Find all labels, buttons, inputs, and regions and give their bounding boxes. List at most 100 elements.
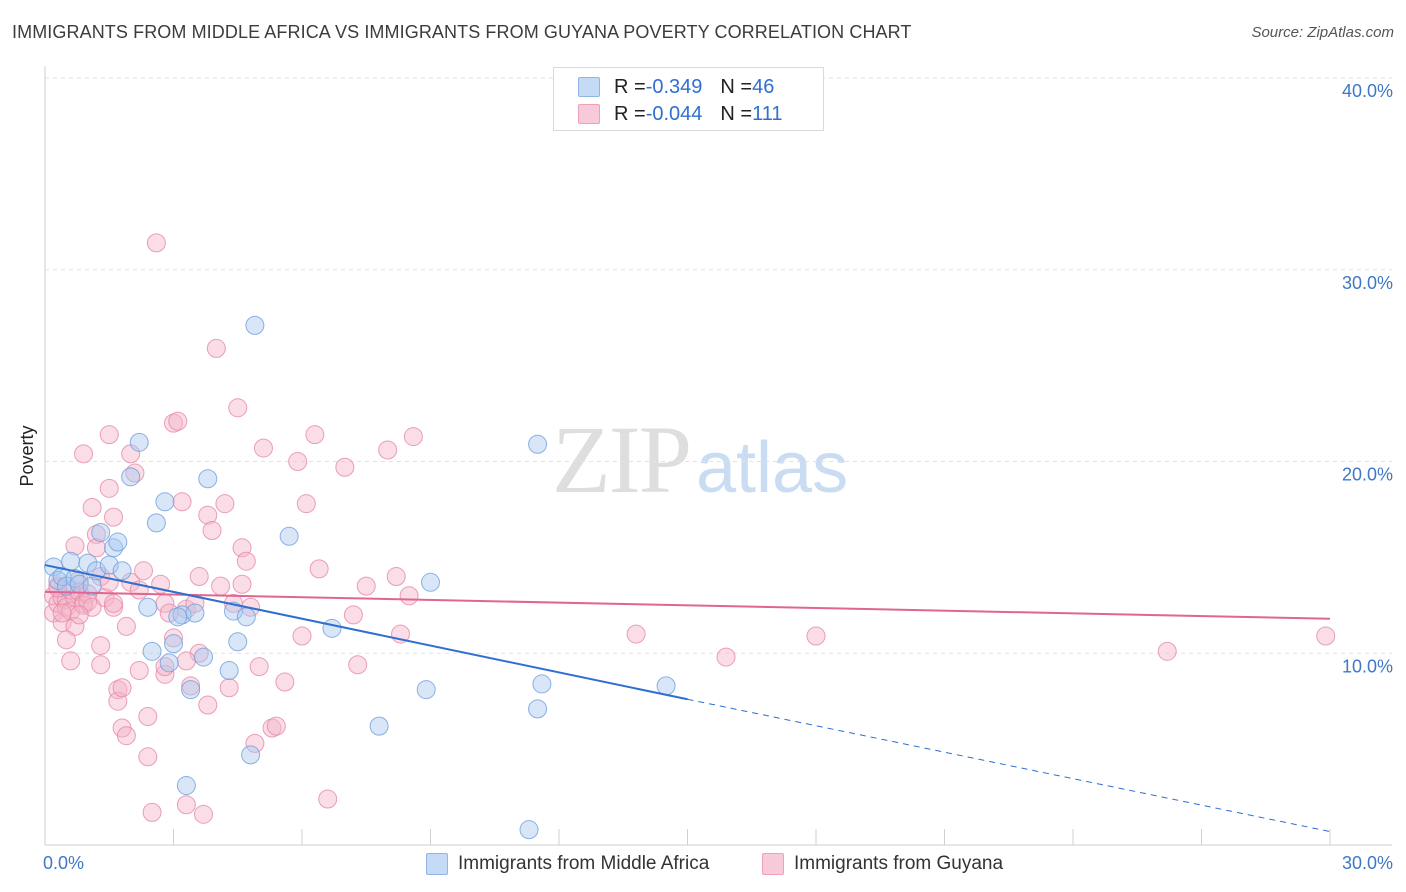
data-point (343, 605, 363, 625)
data-point (181, 680, 201, 700)
data-point (198, 469, 218, 489)
data-point (528, 434, 548, 454)
data-points (44, 233, 1336, 840)
data-point (176, 776, 196, 796)
data-point (322, 618, 342, 638)
data-point (112, 678, 132, 698)
bottom-legend-swatch-middle-africa (426, 853, 448, 875)
legend-n-label: N = (720, 102, 753, 125)
axis-labels: 10.0% 20.0% 30.0% 40.0% 0.0% 30.0% Poverty (17, 81, 1393, 873)
data-point (86, 538, 106, 558)
data-point (164, 634, 183, 654)
data-point (236, 551, 256, 571)
data-point (189, 567, 209, 587)
data-point (249, 657, 269, 677)
watermark-atlas: atlas (696, 428, 849, 508)
data-point (146, 513, 166, 533)
trend-line-middle-africa-extension (687, 698, 1331, 833)
legend-swatch-middle-africa (578, 77, 600, 97)
data-point (198, 505, 218, 525)
bottom-legend-label-guyana: Immigrants from Guyana (794, 853, 1004, 874)
data-point (236, 607, 256, 627)
data-point (532, 674, 552, 694)
data-point (305, 425, 325, 445)
data-point (185, 603, 205, 623)
legend-n-label: N = (720, 75, 753, 98)
data-point (228, 632, 248, 652)
data-point (176, 651, 196, 671)
data-point (626, 624, 646, 644)
legend-r-value: -0.044 (645, 102, 703, 125)
watermark: ZIPatlas (552, 404, 848, 515)
data-point (309, 559, 329, 579)
data-point (69, 605, 89, 625)
data-point (335, 457, 355, 477)
data-point (716, 647, 736, 667)
data-point (99, 425, 119, 445)
data-point (232, 574, 252, 594)
data-point (159, 653, 179, 673)
data-point (348, 655, 368, 675)
data-point (138, 597, 158, 617)
data-point (223, 601, 243, 621)
data-point (656, 676, 676, 696)
trend-line-guyana (44, 590, 1331, 620)
data-point (241, 745, 261, 765)
data-point (172, 492, 192, 512)
data-point (116, 616, 136, 636)
data-point (99, 478, 119, 498)
data-point (245, 315, 265, 335)
watermark-zip: ZIP (552, 406, 692, 513)
data-point (202, 521, 222, 541)
data-point (61, 551, 81, 571)
data-point (142, 641, 162, 661)
data-point (219, 661, 239, 681)
source-label: Source: ZipAtlas.com (1251, 24, 1394, 41)
data-point (266, 716, 286, 736)
data-point (134, 561, 154, 581)
data-point (1316, 626, 1336, 646)
data-point (386, 567, 406, 587)
data-point (82, 498, 102, 518)
data-point (528, 699, 548, 719)
data-point (1157, 641, 1177, 661)
data-point (129, 432, 149, 452)
y-tick-label: 30.0% (1342, 273, 1393, 293)
legend-n-value: 46 (752, 75, 775, 98)
data-point (155, 664, 175, 684)
data-point (91, 522, 111, 542)
data-point (91, 636, 111, 656)
data-point (138, 707, 158, 727)
data-point (164, 628, 183, 648)
x-tick-label: 0.0% (43, 853, 84, 873)
data-point (215, 494, 235, 514)
legend-swatch-guyana (578, 104, 600, 124)
data-point (245, 733, 265, 753)
y-tick-label: 20.0% (1342, 465, 1393, 485)
data-point (211, 576, 231, 596)
data-point (403, 427, 423, 447)
bottom-legend-swatch-guyana (762, 853, 784, 875)
data-point (416, 680, 436, 700)
bottom-legend-middle-africa: Immigrants from Middle Africa (426, 851, 709, 877)
data-point (519, 820, 539, 840)
data-point (275, 672, 295, 692)
data-point (806, 626, 826, 646)
data-point (168, 411, 188, 431)
data-point (104, 593, 124, 613)
data-point (52, 603, 72, 623)
data-point (155, 492, 175, 512)
data-point (279, 526, 299, 546)
data-point (168, 607, 188, 627)
data-point (206, 338, 226, 358)
data-point (253, 438, 273, 458)
bottom-legend-guyana: Immigrants from Guyana (762, 851, 1003, 877)
data-point (56, 630, 76, 650)
legend-n-value: 111 (752, 102, 783, 125)
data-point (193, 804, 213, 824)
data-point (61, 651, 81, 671)
y-tick-label: 40.0% (1342, 81, 1393, 101)
data-point (129, 661, 149, 681)
data-point (116, 726, 136, 746)
